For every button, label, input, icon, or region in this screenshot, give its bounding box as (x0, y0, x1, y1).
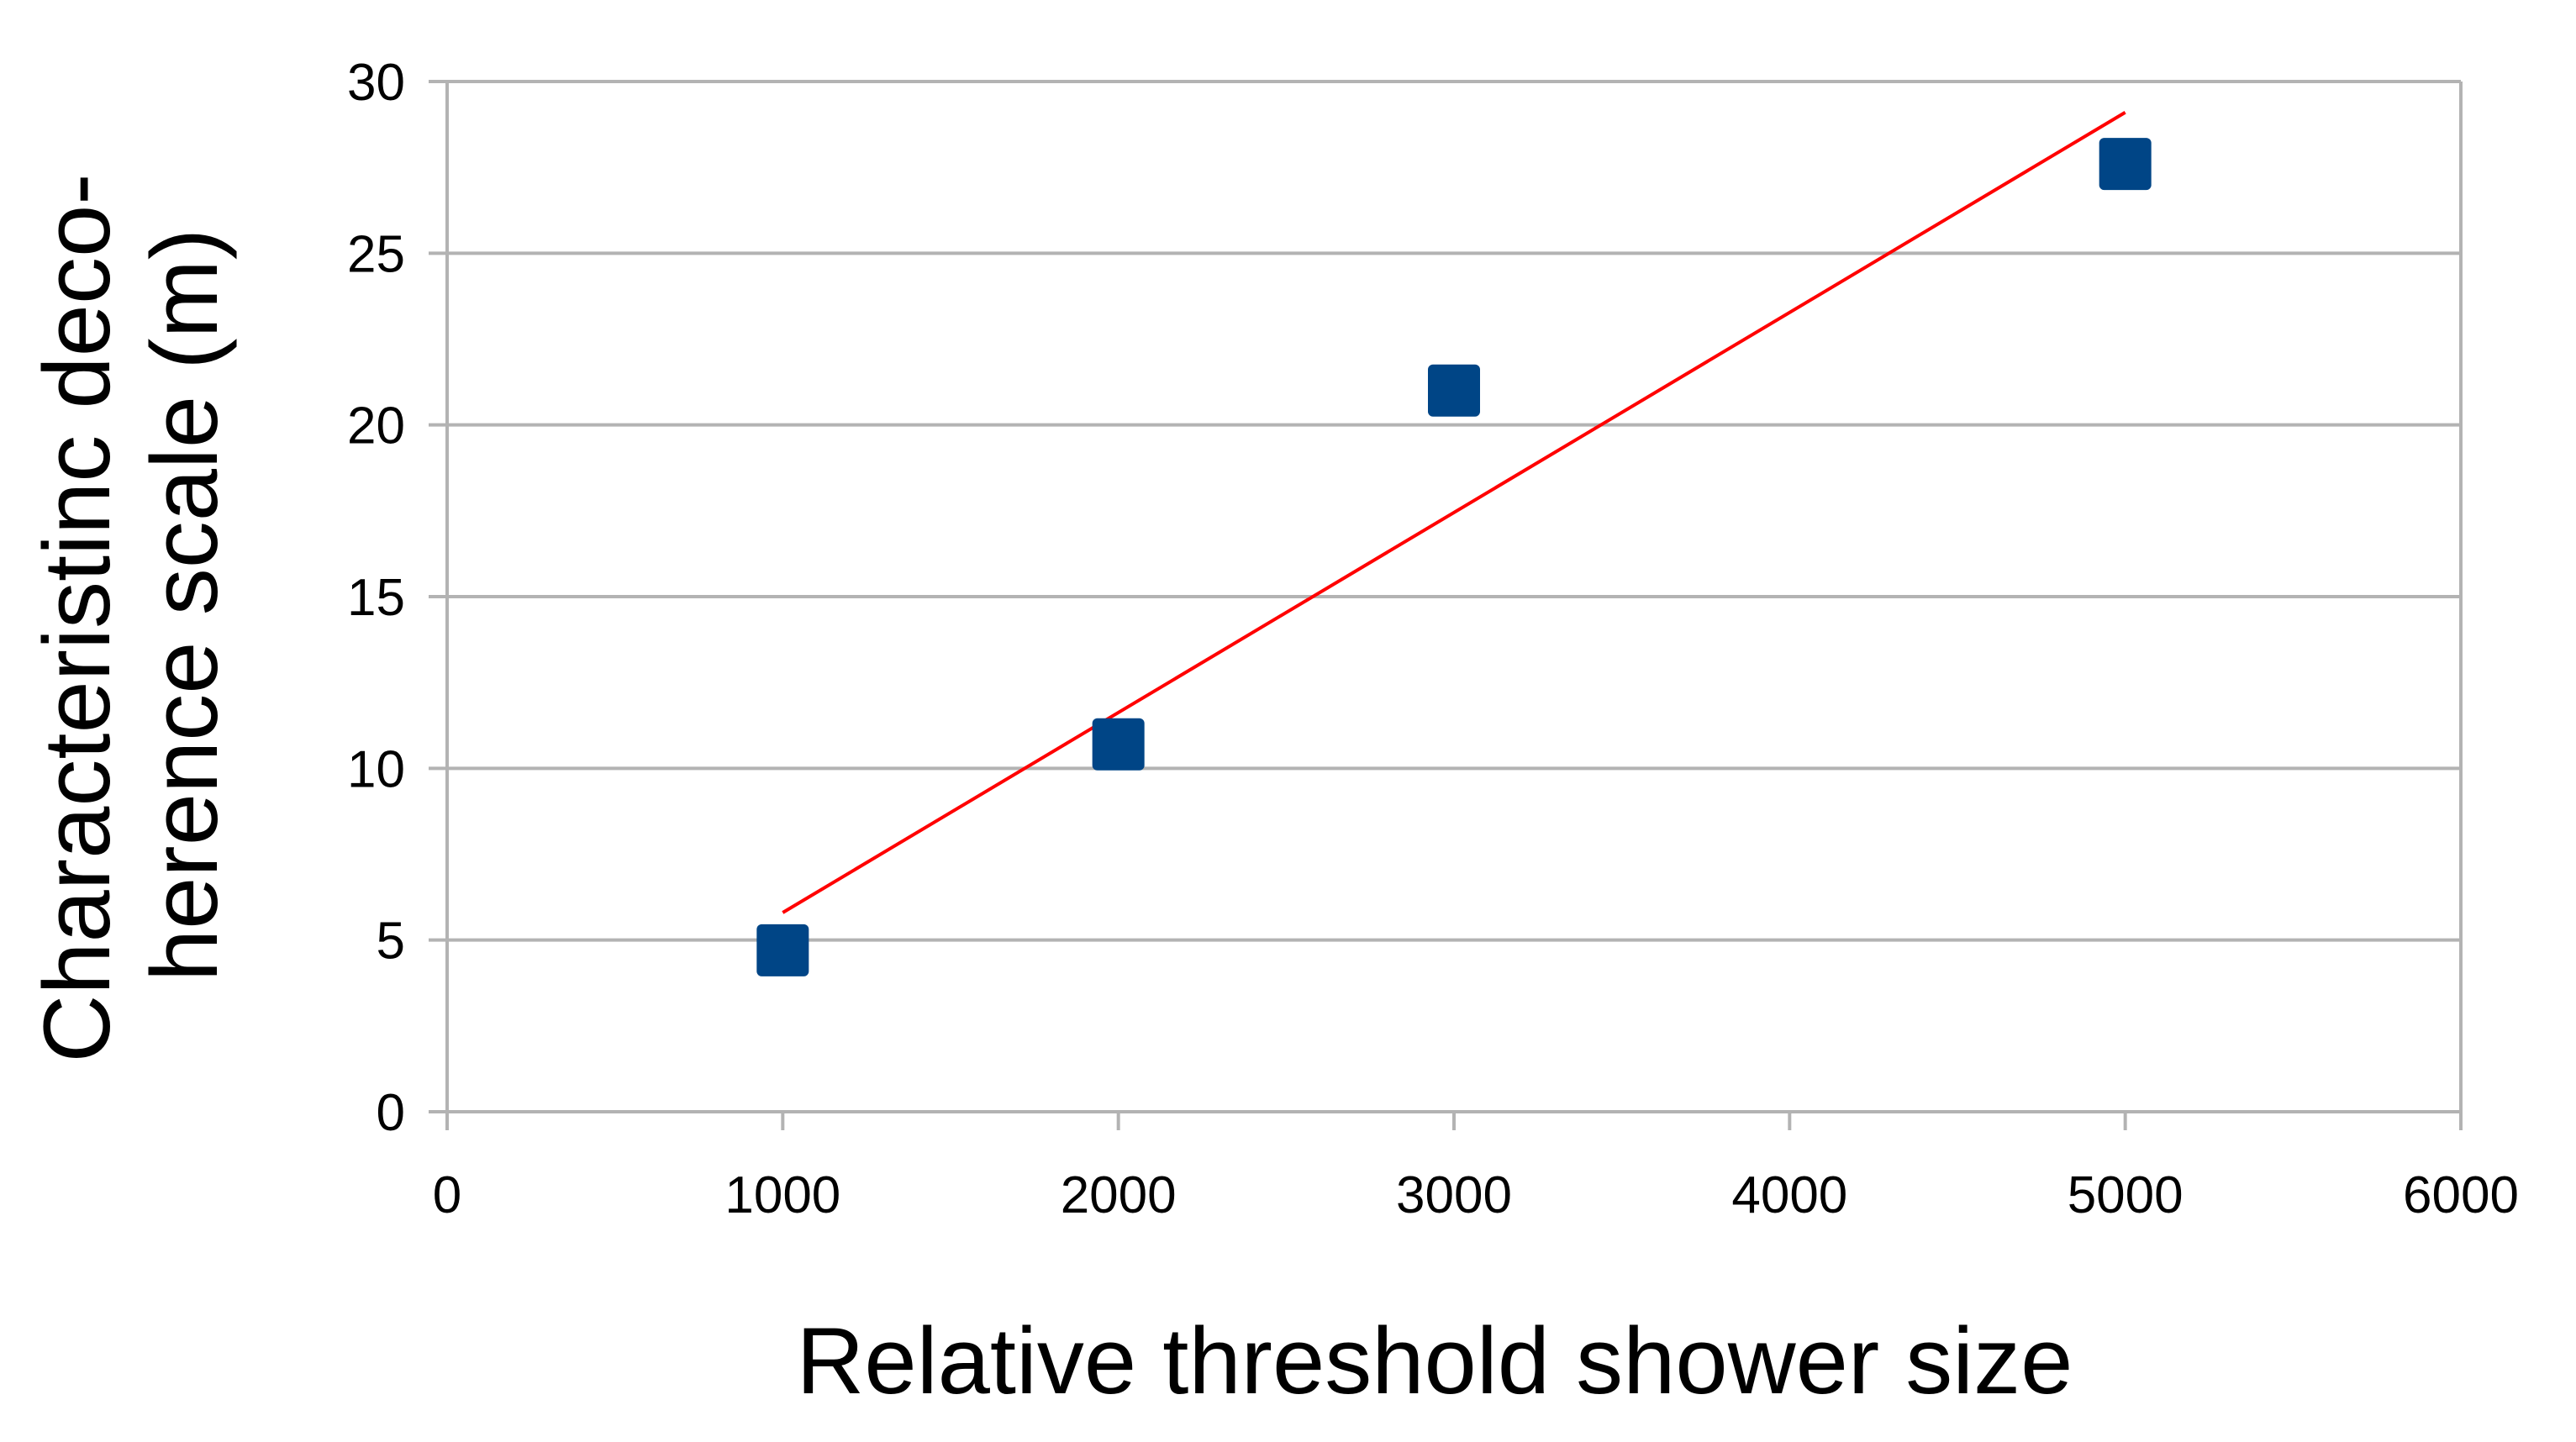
x-axis-title: Relative threshold shower size (797, 1308, 2073, 1413)
y-tick-label: 20 (347, 397, 405, 455)
x-tick-label: 3000 (1396, 1166, 1512, 1224)
grid-lines (447, 80, 2461, 942)
y-axis-title-line-2: herence scale (m) (132, 229, 237, 982)
data-point (1092, 718, 1145, 771)
x-tick-label: 1000 (724, 1166, 840, 1224)
y-tick-label: 5 (377, 913, 405, 971)
x-tick-label: 6000 (2403, 1166, 2519, 1224)
y-tick-label: 15 (347, 569, 405, 627)
data-points (756, 138, 2152, 976)
x-tick-labels: 0 1000 2000 3000 4000 5000 6000 (433, 1166, 2519, 1224)
data-point (1428, 364, 1480, 417)
x-tick-label: 2000 (1061, 1166, 1177, 1224)
x-tick-label: 4000 (1731, 1166, 1847, 1224)
y-tick-label: 25 (347, 225, 405, 283)
trendline-layer (782, 111, 2126, 914)
x-tick-label: 5000 (2068, 1166, 2184, 1224)
y-axis-title-line-1: Characteristinc deco- (24, 173, 129, 1062)
y-axis-title: Characteristinc deco- herence scale (m) (24, 147, 237, 1062)
x-tick-label: 0 (433, 1166, 461, 1224)
y-tick-label: 30 (347, 54, 405, 112)
data-point (756, 924, 809, 976)
axes (429, 80, 2463, 1130)
y-tick-label: 10 (347, 740, 405, 798)
trendline (782, 111, 2126, 914)
y-tick-label: 0 (377, 1084, 405, 1142)
data-point (2099, 138, 2152, 191)
y-tick-labels: 0 5 10 15 20 25 30 (347, 54, 405, 1142)
